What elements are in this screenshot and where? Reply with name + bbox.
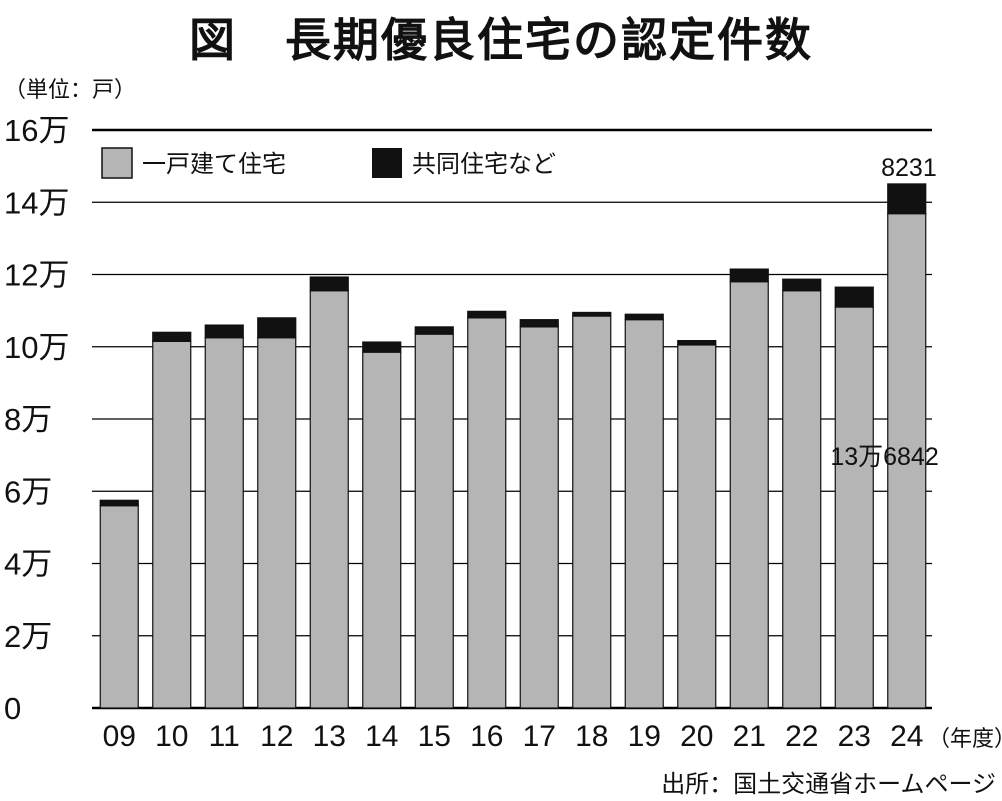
x-tick-label: 14 [365, 720, 398, 753]
bar-detached [519, 326, 559, 709]
bar-collective [519, 319, 559, 328]
bar-collective [677, 340, 717, 346]
x-tick-label: 24 [890, 720, 923, 753]
bar-collective [572, 311, 612, 317]
bar-collective [362, 341, 402, 353]
bar-detached [572, 315, 612, 709]
y-tick-label: 10万 [4, 330, 69, 365]
y-tick-label: 6万 [4, 474, 52, 509]
y-tick-label: 12万 [4, 258, 69, 293]
y-tick-label: 16万 [4, 113, 69, 148]
bar-detached [624, 319, 664, 709]
bar-collective [152, 331, 192, 342]
bar-collective [729, 268, 769, 283]
bar-collective [887, 183, 927, 215]
y-axis-ticks: 0 2万 4万 6万 8万 10万 12万 14万 16万 [4, 113, 69, 726]
annotations: 8231 13万6842 [830, 154, 938, 471]
bar-collective [834, 286, 874, 308]
legend-label-collective: 共同住宅など [412, 150, 556, 178]
bar-collective [309, 276, 349, 292]
x-tick-label: 10 [155, 720, 188, 753]
legend-swatch-collective [372, 148, 402, 178]
x-tick-label: 09 [103, 720, 136, 753]
bar-detached [204, 337, 244, 709]
y-tick-label: 4万 [4, 547, 52, 582]
chart-title: 図 長期優良住宅の認定件数 [189, 13, 813, 67]
bar-detached [414, 333, 454, 709]
bar-detached [729, 281, 769, 709]
x-tick-label: 16 [470, 720, 503, 753]
x-axis-unit-label: （年度） [928, 726, 1002, 751]
bar-detached [834, 306, 874, 709]
y-tick-label: 8万 [4, 402, 52, 437]
source-note: 出所：国土交通省ホームページ [661, 770, 996, 798]
x-tick-label: 15 [418, 720, 451, 753]
bar-detached [782, 290, 822, 709]
bar-collective [204, 324, 244, 339]
y-tick-label: 2万 [4, 619, 52, 654]
y-tick-label: 0 [4, 691, 21, 726]
x-tick-label: 12 [260, 720, 293, 753]
bar-detached [309, 290, 349, 709]
bar-detached [467, 317, 507, 709]
x-tick-label: 20 [680, 720, 713, 753]
x-tick-label: 22 [785, 720, 818, 753]
bar-collective [782, 278, 822, 292]
unit-label: （単位：戸） [4, 78, 137, 103]
annotation-detached-24: 13万6842 [830, 443, 938, 471]
bars [99, 183, 927, 709]
bar-detached [257, 337, 297, 709]
bar-collective [257, 317, 297, 339]
x-tick-label: 18 [575, 720, 608, 753]
x-tick-label: 13 [313, 720, 346, 753]
legend: 一戸建て住宅 共同住宅など [101, 147, 556, 179]
x-tick-label: 19 [628, 720, 661, 753]
x-tick-label: 21 [733, 720, 766, 753]
bar-collective [624, 313, 664, 321]
bar-detached [152, 340, 192, 709]
bar-detached [362, 351, 402, 709]
y-tick-label: 14万 [4, 185, 69, 220]
x-tick-label: 17 [523, 720, 556, 753]
legend-label-detached: 一戸建て住宅 [142, 150, 286, 178]
bar-detached [99, 505, 139, 709]
bar-collective [414, 326, 454, 335]
bar-detached [677, 344, 717, 709]
bar-collective [467, 310, 507, 319]
x-axis-ticks: 09 10 11 12 13 14 15 16 17 18 19 20 21 22 23 24 [103, 720, 924, 753]
bar-collective [99, 499, 139, 507]
x-tick-label: 23 [838, 720, 871, 753]
x-tick-label: 11 [209, 720, 240, 753]
annotation-collective-24: 8231 [881, 154, 937, 182]
legend-swatch-detached [101, 147, 133, 179]
